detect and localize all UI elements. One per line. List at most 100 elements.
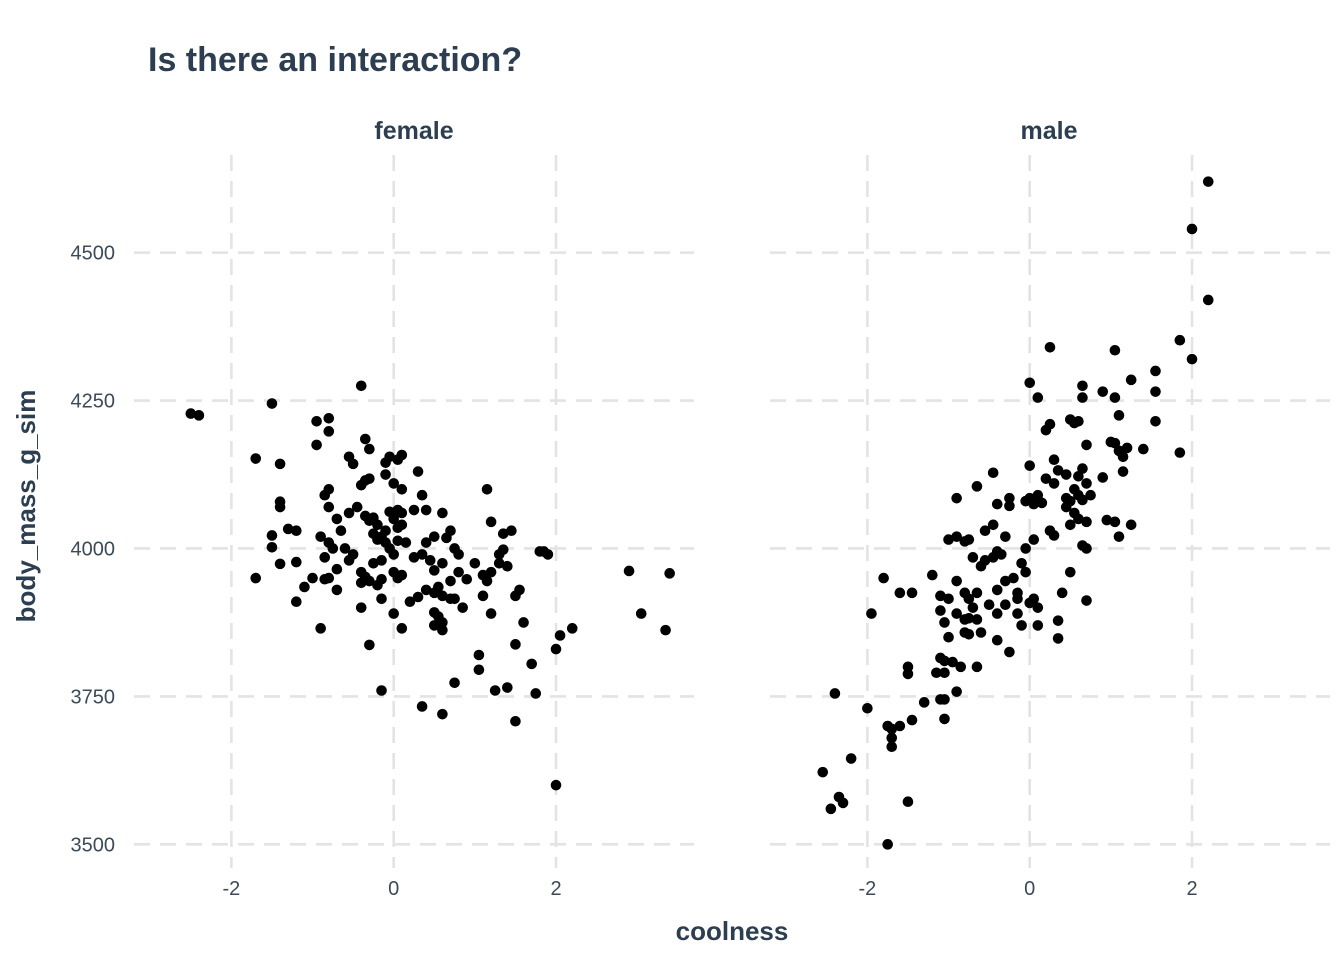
data-point: [1020, 566, 1031, 578]
data-point: [951, 492, 962, 504]
data-point: [530, 688, 542, 699]
data-point: [384, 451, 395, 463]
data-point: [1064, 519, 1076, 531]
data-point: [331, 563, 343, 575]
data-point: [274, 458, 286, 470]
data-point: [311, 439, 322, 451]
data-point: [971, 481, 983, 492]
data-point: [343, 555, 355, 566]
data-point: [1081, 478, 1092, 489]
data-point: [497, 544, 509, 555]
data-point: [493, 557, 505, 569]
data-point: [380, 469, 391, 480]
data-point: [538, 546, 550, 557]
data-point: [1105, 436, 1117, 448]
x-tick-label: 2: [550, 878, 561, 900]
data-point: [817, 766, 829, 778]
data-point: [939, 667, 950, 679]
data-point: [331, 513, 343, 525]
data-point: [400, 537, 412, 548]
data-point: [935, 652, 946, 664]
data-point: [485, 516, 497, 528]
data-point: [428, 531, 440, 542]
data-point: [364, 473, 375, 484]
data-point: [396, 569, 408, 581]
data-point: [323, 484, 335, 495]
data-point: [416, 489, 428, 501]
data-point: [1008, 572, 1019, 584]
data-point: [441, 532, 452, 544]
data-point: [1048, 454, 1060, 466]
data-point: [457, 602, 468, 613]
y-tick-label: 4250: [71, 391, 116, 413]
data-point: [1048, 530, 1060, 541]
data-point: [364, 575, 375, 587]
data-point: [449, 677, 460, 689]
facet-label-female: female: [374, 117, 453, 145]
data-point: [955, 661, 967, 673]
data-point: [971, 661, 983, 673]
data-point: [951, 531, 962, 542]
data-point: [845, 753, 857, 764]
data-point: [506, 525, 517, 537]
data-point: [935, 605, 946, 616]
data-point: [1056, 587, 1068, 599]
data-point: [291, 556, 302, 568]
data-point: [351, 501, 363, 513]
data-point: [963, 593, 975, 605]
data-point: [510, 639, 521, 650]
data-point: [882, 839, 893, 850]
data-point: [943, 631, 954, 643]
data-point: [1004, 646, 1015, 658]
data-point: [396, 623, 408, 634]
data-point: [951, 575, 962, 587]
data-point: [963, 613, 975, 624]
data-point: [987, 467, 999, 479]
data-point: [991, 634, 1003, 646]
data-point: [967, 602, 979, 613]
data-point: [878, 572, 889, 584]
y-tick-label: 4500: [71, 243, 116, 265]
x-tick-label: -2: [858, 878, 876, 900]
data-point: [1077, 380, 1088, 392]
data-point: [866, 608, 877, 619]
data-point: [335, 525, 347, 537]
data-point: [1028, 593, 1040, 605]
data-point: [951, 608, 962, 619]
data-point: [947, 656, 958, 668]
data-point: [664, 568, 675, 579]
data-point: [1085, 489, 1096, 501]
data-point: [404, 596, 416, 608]
y-tick-label: 3500: [71, 834, 116, 856]
data-point: [902, 796, 914, 808]
data-point: [1012, 593, 1023, 605]
data-point: [1040, 424, 1052, 436]
data-point: [1109, 516, 1121, 528]
data-point: [526, 658, 537, 670]
data-point: [307, 572, 318, 584]
data-point: [315, 531, 326, 542]
data-point: [518, 617, 529, 628]
data-point: [396, 484, 408, 495]
data-point: [388, 549, 400, 560]
data-point: [380, 525, 391, 537]
data-point: [1004, 492, 1015, 504]
data-point: [376, 555, 387, 566]
data-point: [1174, 447, 1186, 458]
data-point: [291, 596, 302, 608]
data-point: [473, 649, 485, 661]
data-point: [1138, 443, 1149, 455]
data-point: [485, 566, 497, 578]
data-point: [1000, 531, 1011, 542]
data-point: [894, 720, 906, 732]
data-point: [971, 614, 983, 625]
data-point: [1073, 415, 1084, 427]
data-point: [943, 593, 954, 605]
data-point: [185, 408, 197, 419]
data-point: [906, 587, 918, 599]
data-point: [886, 741, 898, 753]
data-point: [469, 557, 481, 569]
y-tick-label: 3750: [71, 686, 116, 708]
data-point: [416, 549, 428, 560]
data-point: [825, 803, 837, 815]
